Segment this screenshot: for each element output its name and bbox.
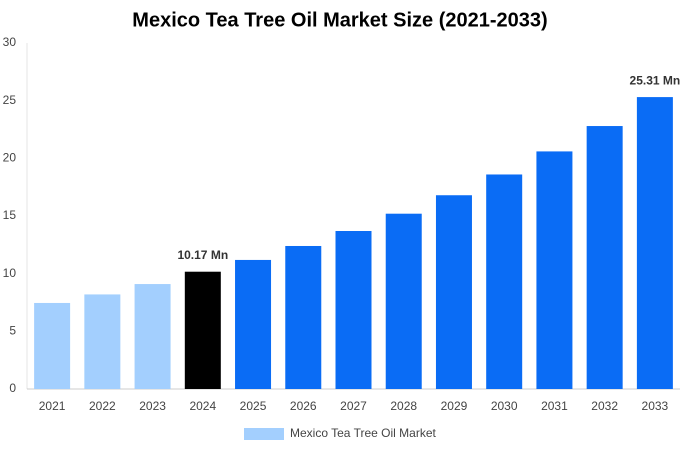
value-label: 25.31 Mn [630,73,680,87]
x-tick-label: 2030 [491,399,518,413]
bar [235,259,272,389]
y-tick-label: 0 [9,381,16,395]
x-tick-label: 2032 [591,399,618,413]
x-tick-label: 2027 [340,399,367,413]
bar [385,213,422,389]
x-tick-label: 2025 [240,399,267,413]
x-tick-label: 2029 [441,399,468,413]
bar [285,245,322,389]
bar [134,284,171,389]
x-tick-label: 2026 [290,399,317,413]
y-tick-label: 10 [3,266,17,280]
value-label: 10.17 Mn [177,248,228,262]
bar [34,302,71,389]
bar [586,126,623,389]
bar [636,97,673,389]
bar [335,230,372,389]
x-tick-label: 2024 [189,399,216,413]
x-tick-label: 2033 [642,399,669,413]
x-tick-label: 2021 [39,399,66,413]
legend-label: Mexico Tea Tree Oil Market [290,426,436,440]
bar [435,195,472,389]
bar [184,271,221,389]
y-tick-label: 20 [3,151,17,165]
x-tick-label: 2028 [390,399,417,413]
chart-title: Mexico Tea Tree Oil Market Size (2021-20… [132,9,547,31]
x-tick-label: 2022 [89,399,116,413]
y-tick-label: 15 [3,208,17,222]
bar [84,294,121,389]
bar [536,151,573,389]
x-tick-label: 2023 [139,399,166,413]
y-tick-label: 30 [3,35,17,49]
y-tick-label: 25 [3,93,17,107]
x-tick-label: 2031 [541,399,568,413]
y-tick-label: 5 [9,324,16,338]
bar [486,174,523,389]
legend-swatch [244,428,284,440]
